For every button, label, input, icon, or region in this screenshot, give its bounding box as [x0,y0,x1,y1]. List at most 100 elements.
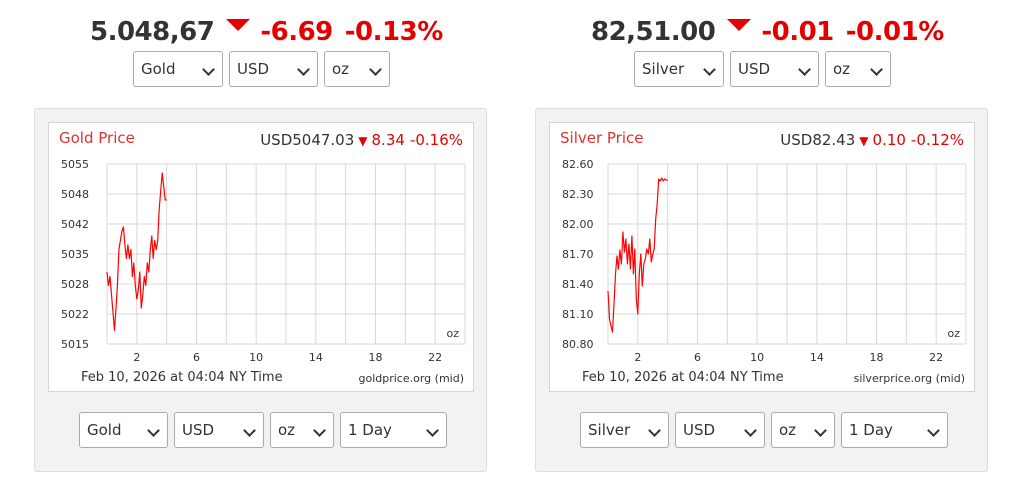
chevron-down-icon [313,424,326,437]
silver-spot-change: -0.01 [761,17,834,47]
gold-metal-select[interactable]: Gold [133,51,223,87]
gold-chart-source: goldprice.org (mid) [358,372,465,385]
gold-ticker: 5.048,67 -6.69 -0.13% [90,14,443,50]
chart-unit-label: oz [947,327,960,340]
chevron-down-icon [870,63,883,76]
price-series-line [106,172,167,332]
chevron-down-icon [147,424,160,437]
y-tick-label: 81.70 [562,248,594,261]
down-arrow-icon: ▼ [358,134,368,148]
gold-chart-metal-select[interactable]: Gold [79,412,168,448]
select-value: USD [237,60,270,78]
x-tick-label: 22 [428,351,442,364]
x-tick-label: 14 [810,351,824,364]
select-value: oz [332,60,350,78]
silver-chart-quote: USD82.43 ▼ 0.10 -0.12% [780,131,964,149]
select-value: Gold [87,421,122,439]
select-value: USD [182,421,215,439]
gold-currency-select[interactable]: USD [229,51,318,87]
x-tick-label: 10 [249,351,263,364]
gold-chart-currency-select[interactable]: USD [174,412,264,448]
silver-ticker: 82,51.00 -0.01 -0.01% [591,14,944,50]
x-tick-label: 18 [369,351,383,364]
silver-currency-select[interactable]: USD [730,51,819,87]
silver-chart-source: silverprice.org (mid) [853,372,965,385]
silver-chart-panel: 82.60 82.30 82.00 81.70 81.40 81.10 80.80 2 6 10 1… [535,108,988,472]
y-tick-label: 81.40 [562,278,594,291]
chevron-down-icon [426,424,439,437]
select-value: Silver [588,421,631,439]
y-tick-label: 82.00 [562,218,594,231]
x-tick-label: 6 [694,351,701,364]
gold-chart-quote-price: USD5047.03 [260,131,355,149]
silver-chart-metal-select[interactable]: Silver [580,412,669,448]
y-tick-label: 82.30 [562,188,594,201]
select-value: oz [278,421,296,439]
silver-chart-currency-select[interactable]: USD [675,412,765,448]
chevron-down-icon [648,424,661,437]
chevron-down-icon [703,63,716,76]
chevron-down-icon [744,424,757,437]
x-tick-label: 2 [634,351,641,364]
gold-top-selectors: Gold USD oz [133,51,390,87]
silver-spot-price: 82,51.00 [591,17,716,47]
gold-chart-timestamp: Feb 10, 2026 at 04:04 NY Time [81,370,283,385]
silver-bottom-selectors: Silver USD oz 1 Day [580,412,948,448]
y-tick-label: 80.80 [562,338,594,351]
select-value: USD [683,421,716,439]
y-tick-label: 82.60 [562,158,594,171]
gold-chart-panel: 5055 5048 5042 5035 5028 5022 5015 2 6 10 14 18 22 oz… [34,108,487,472]
chevron-down-icon [297,63,310,76]
y-tick-label: 5022 [61,308,89,321]
silver-chart-timestamp: Feb 10, 2026 at 04:04 NY Time [582,370,784,385]
chevron-down-icon [927,424,940,437]
gold-chart-period-select[interactable]: 1 Day [340,412,447,448]
silver-chart-unit-select[interactable]: oz [771,412,835,448]
silver-chart-title: Silver Price [560,129,644,147]
gold-bottom-selectors: Gold USD oz 1 Day [79,412,447,448]
silver-spot-percent: -0.01% [845,17,945,47]
silver-chart-percent: -0.12% [910,131,964,149]
select-value: 1 Day [849,421,893,439]
gold-chart: 5055 5048 5042 5035 5028 5022 5015 2 6 10 14 18 22 oz… [48,122,474,392]
gold-chart-percent: -0.16% [409,131,463,149]
x-tick-label: 6 [193,351,200,364]
chevron-down-icon [814,424,827,437]
select-value: oz [779,421,797,439]
gold-price-chart-svg: 5055 5048 5042 5035 5028 5022 5015 2 6 10 14 18 22 oz [61,158,466,364]
down-arrow-icon: ▼ [859,134,869,148]
down-arrow-icon [226,19,251,31]
gold-spot-percent: -0.13% [344,17,444,47]
silver-chart: 82.60 82.30 82.00 81.70 81.40 81.10 80.80 2 6 10 1… [549,122,975,392]
down-arrow-icon [727,19,752,31]
y-tick-label: 5048 [61,188,89,201]
y-tick-label: 5035 [61,248,89,261]
silver-top-selectors: Silver USD oz [634,51,891,87]
gold-chart-unit-select[interactable]: oz [270,412,334,448]
x-tick-label: 2 [133,351,140,364]
select-value: oz [833,60,851,78]
silver-metal-select[interactable]: Silver [634,51,724,87]
chart-unit-label: oz [446,327,459,340]
y-tick-label: 5055 [61,158,89,171]
silver-unit-select[interactable]: oz [825,51,891,87]
silver-chart-quote-price: USD82.43 [780,131,856,149]
select-value: USD [738,60,771,78]
chevron-down-icon [798,63,811,76]
x-tick-label: 14 [309,351,323,364]
select-value: Silver [642,60,685,78]
silver-chart-period-select[interactable]: 1 Day [841,412,948,448]
gold-unit-select[interactable]: oz [324,51,390,87]
gold-chart-quote: USD5047.03 ▼ 8.34 -0.16% [260,131,463,149]
x-tick-label: 10 [750,351,764,364]
y-tick-label: 5028 [61,278,89,291]
gold-chart-change: 8.34 [371,131,405,149]
select-value: 1 Day [348,421,392,439]
chevron-down-icon [369,63,382,76]
y-tick-label: 81.10 [562,308,594,321]
x-tick-label: 22 [929,351,943,364]
chevron-down-icon [202,63,215,76]
chevron-down-icon [243,424,256,437]
y-tick-label: 5042 [61,218,89,231]
silver-price-chart-svg: 82.60 82.30 82.00 81.70 81.40 81.10 80.80 2 6 10 1… [562,158,967,364]
